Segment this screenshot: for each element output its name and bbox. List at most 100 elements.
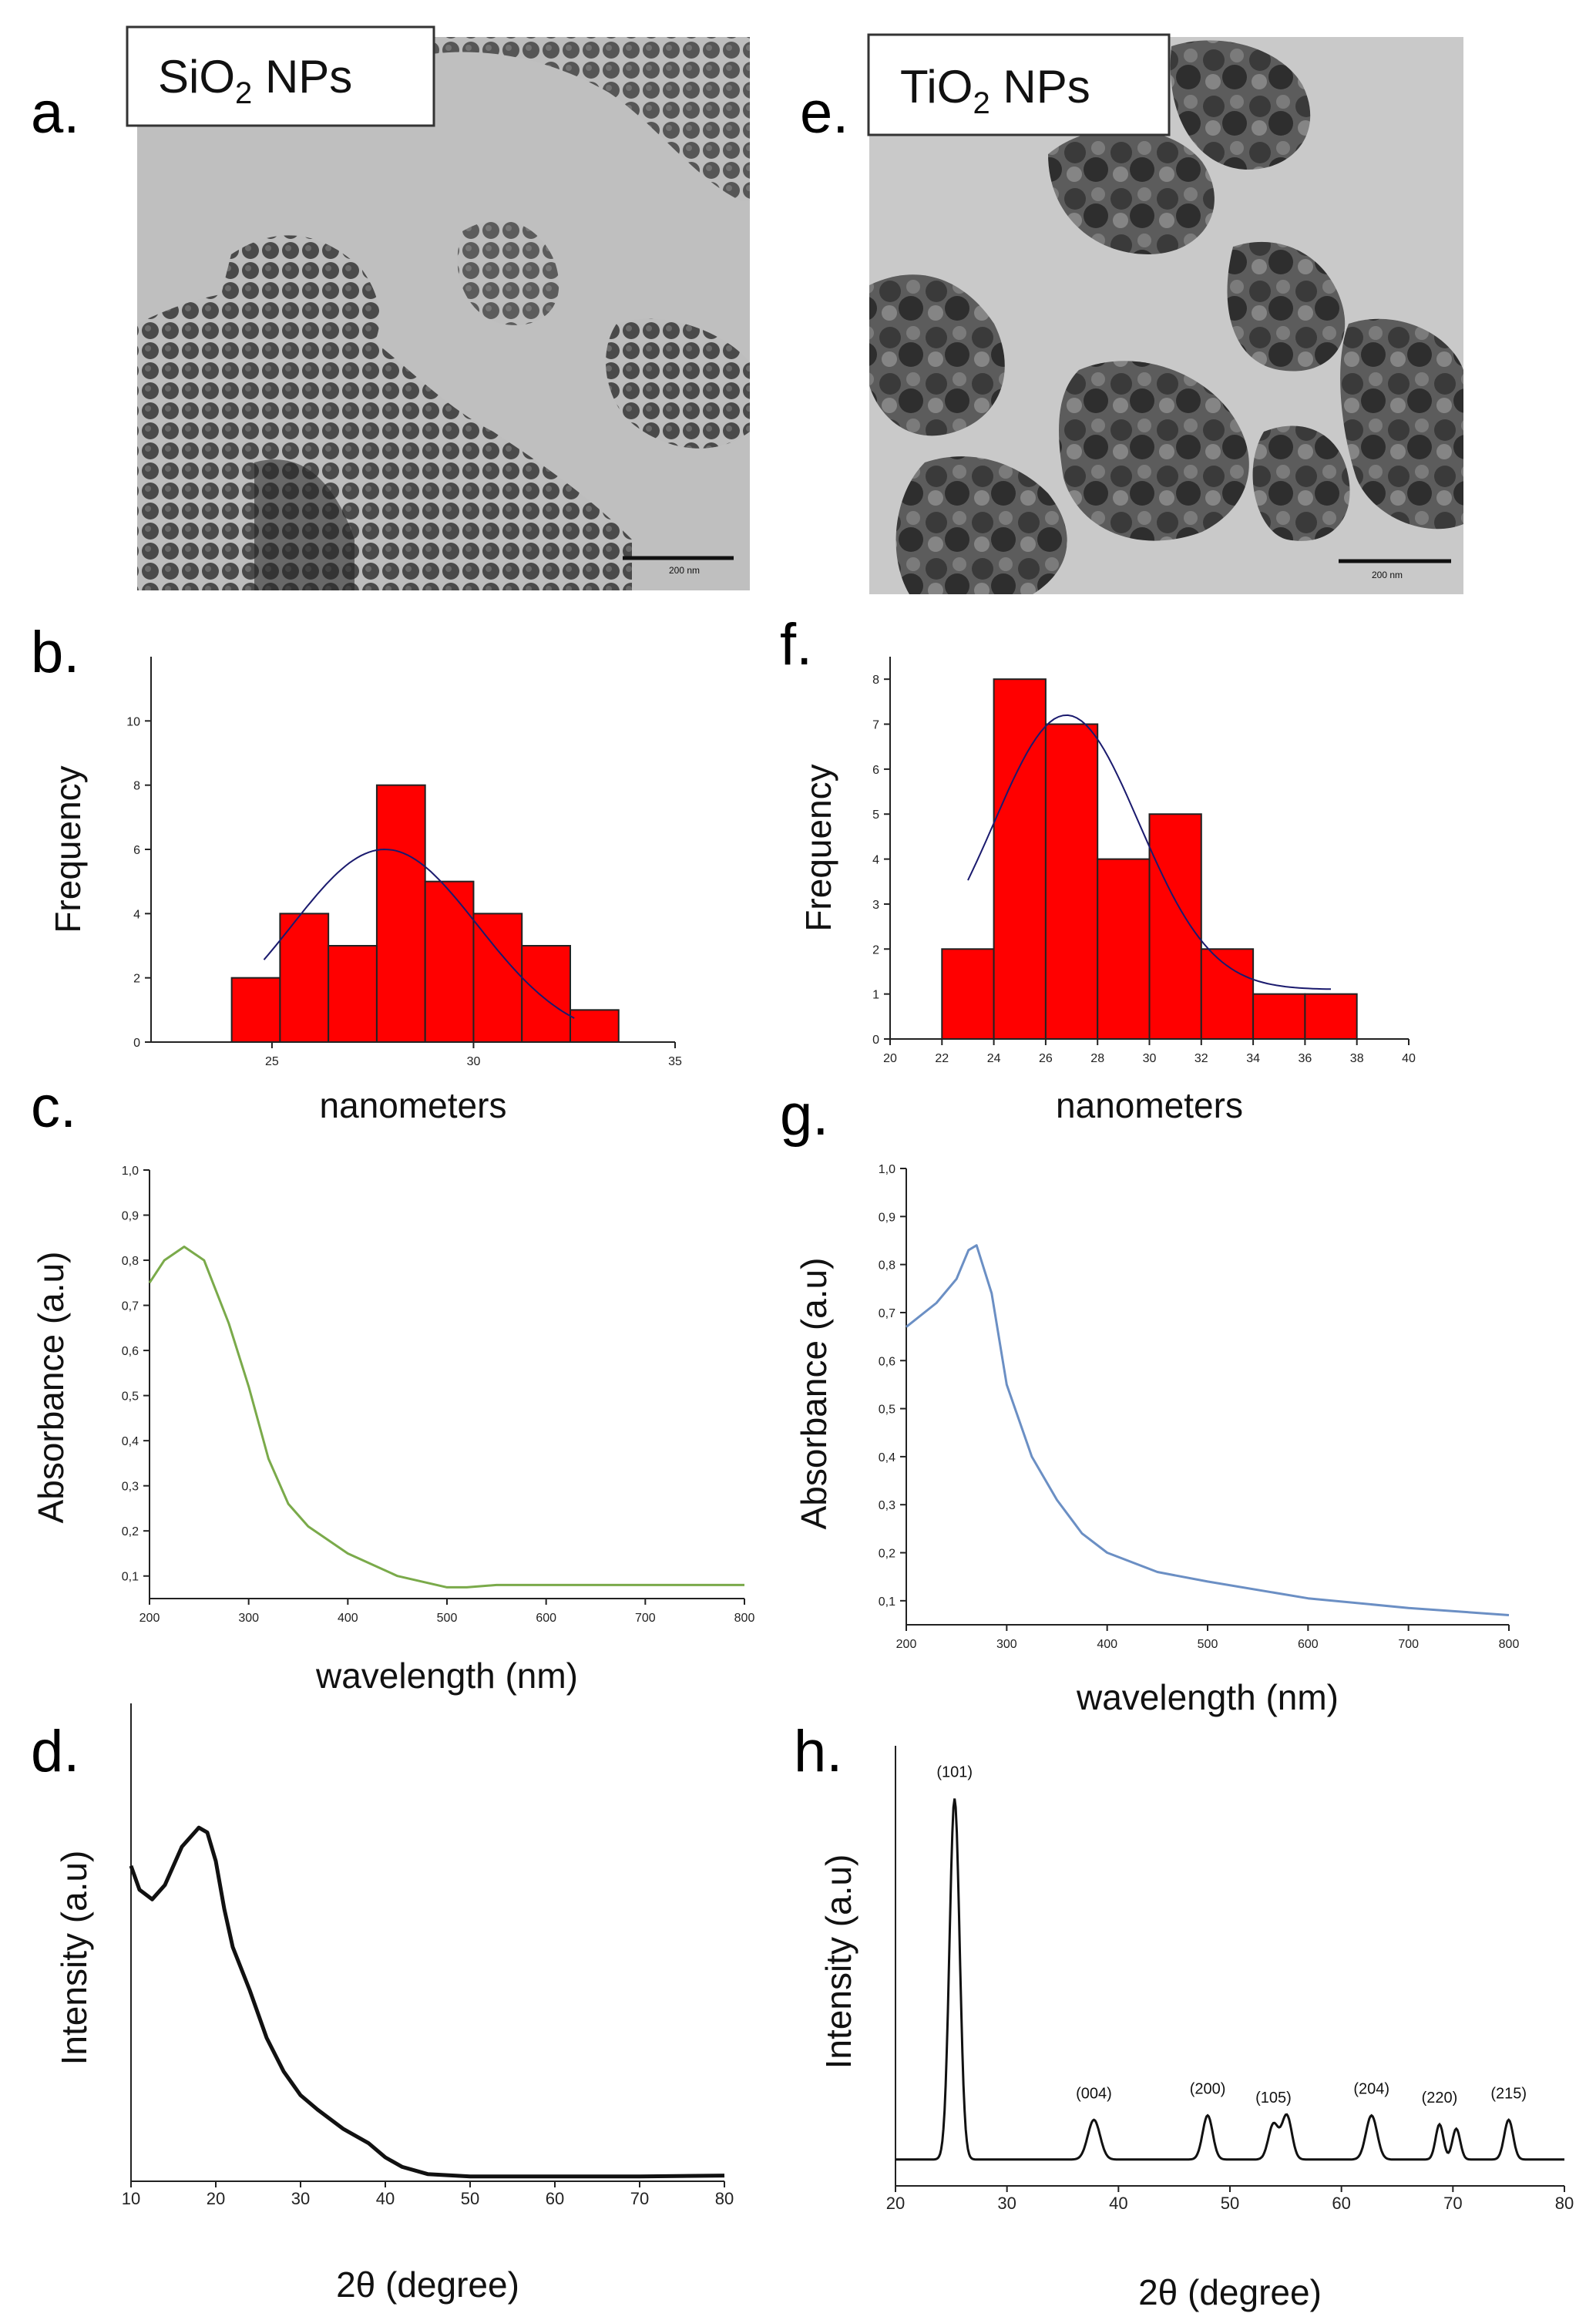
y-tick-label: 0,8 [879,1259,895,1273]
y-tick-label: 0,2 [122,1525,139,1538]
x-axis-title: nanometers [320,1085,507,1125]
y-tick-label: 0,9 [122,1210,139,1223]
x-tick-label: 70 [630,2189,649,2208]
x-tick-label: 80 [1555,2194,1574,2213]
histogram-bar [1304,993,1358,1041]
y-axis-title: Absorbance (a.u) [31,1252,71,1524]
panel-label-h: h. [794,1719,842,1784]
x-tick-label: 30 [997,2194,1016,2213]
x-tick-label: 60 [1332,2194,1350,2213]
histogram-bar [375,784,426,1044]
y-tick-label: 8 [872,674,879,687]
x-tick-label: 20 [886,2194,905,2213]
histogram-sio2: 25 30 35 0 2 4 6 8 10 nanometers Frequency [48,657,682,1125]
y-tick-label: 4 [872,854,879,867]
x-axis-title: wavelength (nm) [1076,1677,1339,1717]
y-tick-label: 0,5 [122,1390,139,1404]
np-label-tio2: TiO2 NPs [867,33,1171,136]
x-tick-label: 20 [883,1052,897,1065]
x-tick-label: 30 [467,1055,481,1068]
xrd-tio2: 20 30 40 50 60 70 80 2θ (degree) Intensity (a.u)… [818,1746,1574,2312]
x-tick-label: 800 [734,1612,755,1625]
fit-curve [967,714,1332,990]
x-tick-label: 70 [1443,2194,1462,2213]
x-tick-label: 600 [536,1612,556,1625]
x-tick-label: 10 [122,2189,140,2208]
y-axis-title: Intensity (a.u) [54,1851,94,2066]
x-tick-label: 26 [1039,1052,1053,1065]
x-tick-label: 40 [376,2189,395,2208]
y-tick-label: 10 [126,715,140,728]
y-tick-label: 0,7 [122,1300,139,1313]
y-tick-label: 1 [872,989,879,1002]
y-tick-label: 0,7 [879,1307,895,1320]
y-tick-label: 0,9 [879,1211,895,1224]
y-tick-label: 4 [133,908,140,921]
x-tick-label: 24 [987,1052,1001,1065]
peak-label: (004) [1076,2085,1112,2102]
x-axis-title: 2θ (degree) [1138,2272,1322,2312]
panel-label-g: g. [780,1082,828,1148]
peak-label: (105) [1255,2090,1292,2106]
peak-label: (101) [936,1764,973,1781]
x-tick-label: 22 [935,1052,949,1065]
x-tick-label: 400 [338,1612,358,1625]
y-tick-label: 0 [133,1037,140,1050]
panel-label-a: a. [31,80,79,146]
x-tick-label: 700 [1398,1638,1419,1651]
tem-scale-sio2: 200 nm [669,565,700,576]
panel-label-f: f. [780,612,812,678]
histogram-bar [1252,993,1306,1041]
histogram-bar [472,913,523,1044]
histogram-bar [230,977,281,1043]
x-tick-label: 200 [139,1612,160,1625]
np-label-tio2-suffix: NPs [990,61,1090,113]
x-tick-label: 40 [1109,2194,1127,2213]
y-tick-label: 2 [872,943,879,957]
x-tick-label: 38 [1350,1052,1364,1065]
panel-label-d: d. [31,1719,79,1784]
y-tick-label: 0,6 [122,1345,139,1358]
uv-vis-tio2: 200 300 400 500 600 700 800 0,1 0,2 0,3 0,4 0,5 0,6 0… [794,1163,1519,1717]
histogram-bar [570,1009,620,1044]
series-line [148,1246,744,1589]
x-tick-label: 300 [996,1638,1017,1651]
y-axis-title: Frequency [48,765,88,933]
y-tick-label: 7 [872,719,879,732]
x-tick-label: 60 [546,2189,564,2208]
x-tick-label: 20 [207,2189,225,2208]
tem-image-tio2: 200 nm [869,37,1463,594]
y-tick-label: 2 [133,973,140,986]
series-line [129,1825,725,2179]
x-tick-label: 50 [1221,2194,1239,2213]
x-tick-label: 30 [1143,1052,1157,1065]
series-line [906,1244,1510,1616]
histogram-bar [521,945,572,1043]
np-label-sio2-suffix: NPs [252,51,352,103]
histogram-bar [424,880,475,1043]
peak-label: (215) [1490,2085,1527,2102]
y-tick-label: 0,1 [879,1595,895,1609]
np-label-sio2: SiO2 NPs [126,25,435,127]
x-tick-label: 80 [715,2189,734,2208]
histogram-bar [1097,858,1151,1041]
np-label-tio2-sub: 2 [973,86,990,120]
x-tick-label: 400 [1097,1638,1117,1651]
tem-scale-tio2: 200 nm [1372,570,1403,580]
y-axis-title: Absorbance (a.u) [794,1258,834,1530]
panel-label-c: c. [31,1074,76,1140]
y-tick-label: 8 [133,780,140,793]
histogram-bar [279,913,330,1044]
x-axis-title: 2θ (degree) [336,2265,519,2305]
peak-label: (204) [1353,2081,1389,2098]
x-axis-title: wavelength (nm) [315,1656,578,1696]
x-tick-label: 32 [1194,1052,1208,1065]
y-tick-label: 6 [872,764,879,777]
x-tick-label: 500 [1198,1638,1218,1651]
histogram-bar [1200,948,1255,1040]
x-tick-label: 28 [1090,1052,1104,1065]
panel-label-b: b. [31,620,79,685]
y-tick-label: 0,6 [879,1355,895,1368]
histogram-bar [993,678,1047,1040]
